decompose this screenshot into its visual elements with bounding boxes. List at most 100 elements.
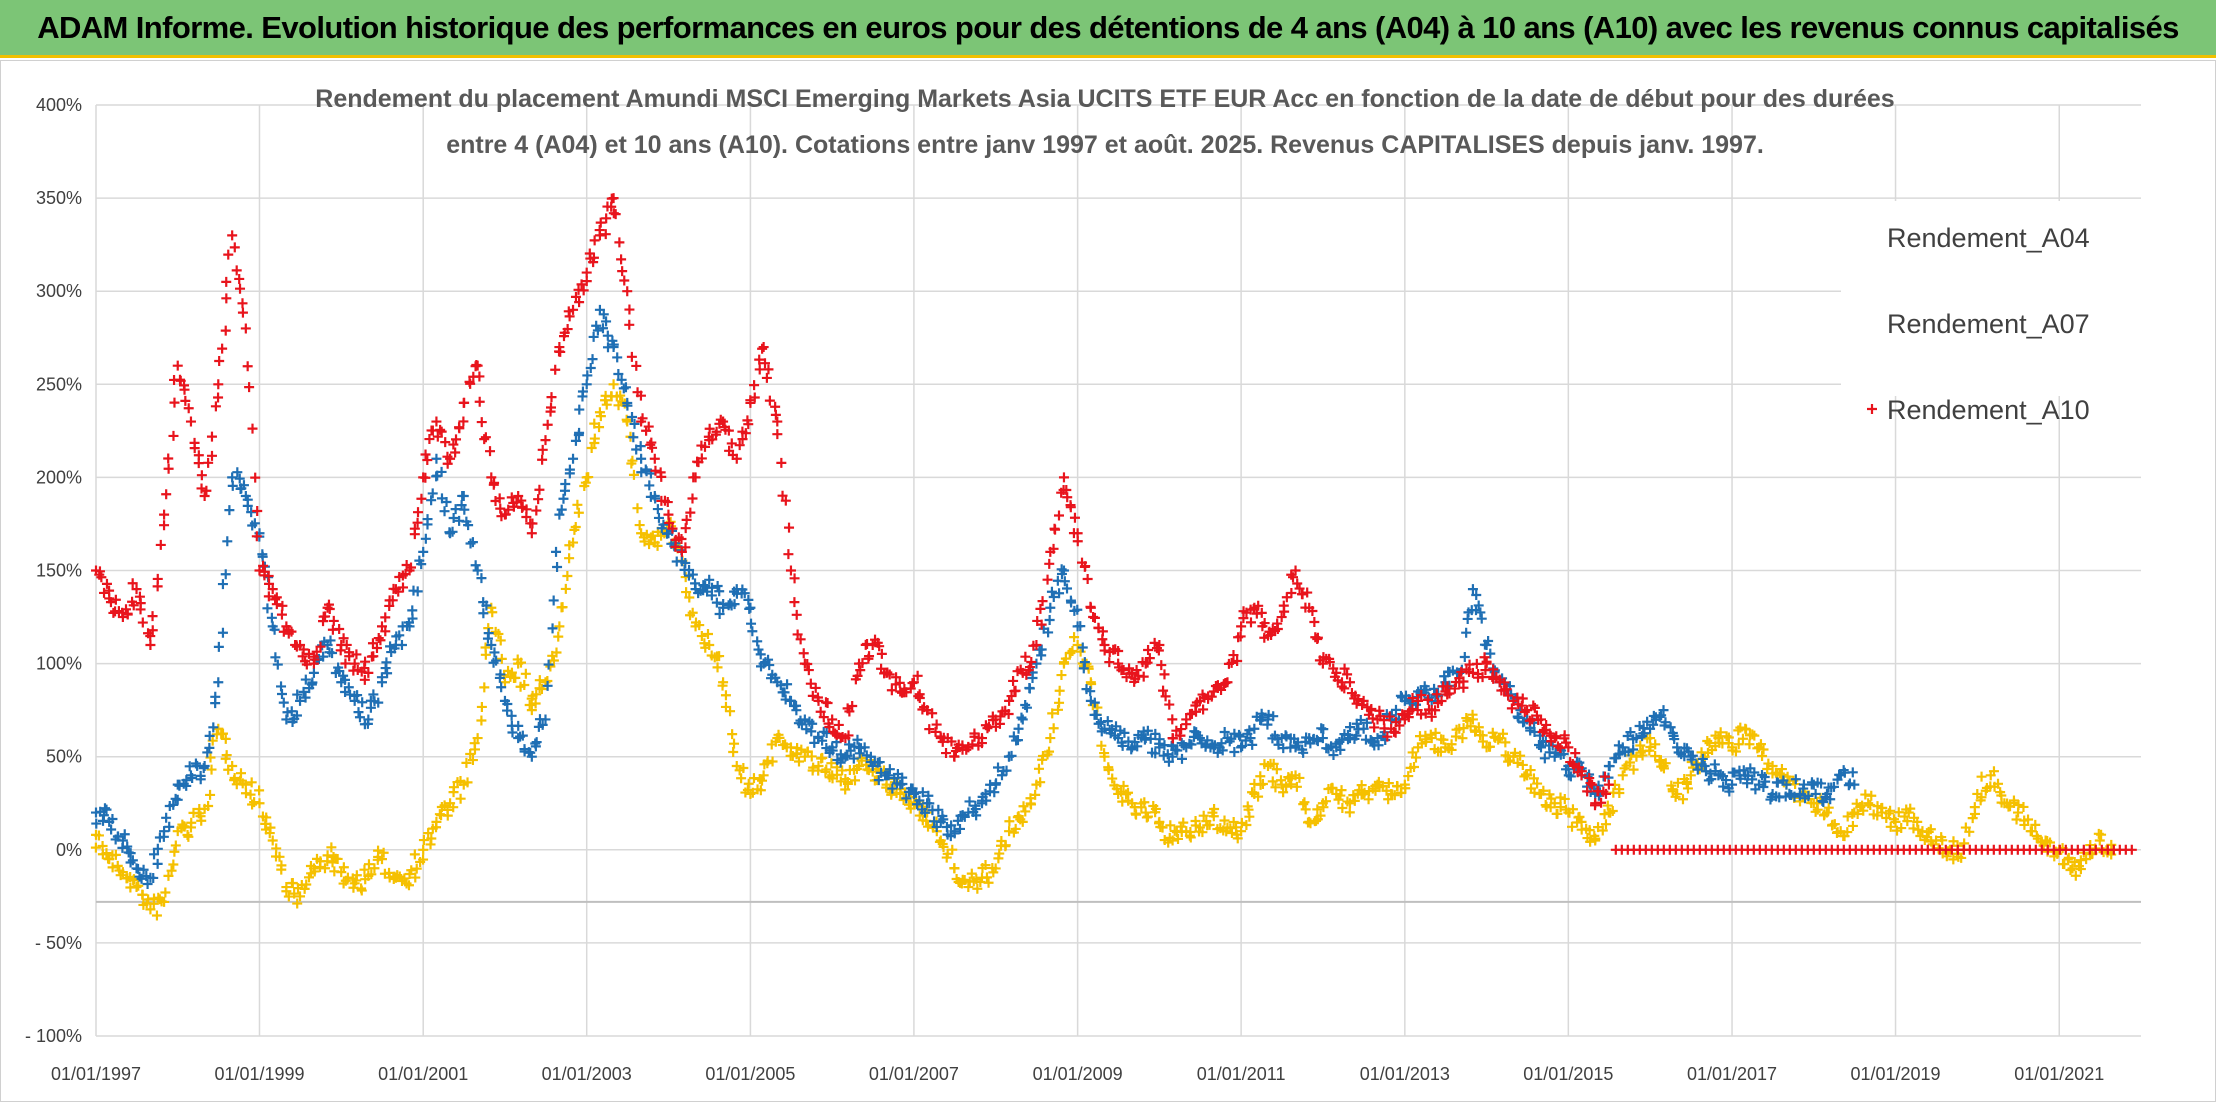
point-rendement-a10 [1585,778,1596,789]
point-rendement-a04 [476,715,487,726]
point-rendement-a10 [108,607,119,618]
point-rendement-a04 [399,873,410,884]
point-rendement-a04 [704,639,715,650]
point-rendement-a04 [418,854,429,865]
point-rendement-a04 [1271,764,1282,775]
point-rendement-a07 [556,504,567,515]
point-rendement-a07 [238,480,249,491]
point-rendement-a07 [1186,739,1197,750]
point-rendement-a07 [161,812,172,823]
point-rendement-a10 [555,346,566,357]
point-rendement-a07 [1012,735,1023,746]
point-rendement-a07 [396,640,407,651]
point-rendement-a07 [874,757,885,768]
point-rendement-a07 [232,467,243,478]
point-rendement-a07 [463,520,474,531]
point-rendement-a04 [1389,790,1400,801]
point-rendement-a10 [723,425,734,436]
point-rendement-a04 [418,835,429,846]
point-rendement-a04 [1018,801,1029,812]
point-rendement-a07 [242,494,253,505]
point-rendement-a04 [1139,797,1150,808]
point-rendement-a10 [1156,660,1167,671]
point-rendement-a04 [831,769,842,780]
point-rendement-a07 [1036,644,1047,655]
x-tick-label: 01/01/1999 [214,1064,304,1084]
point-rendement-a10 [924,724,935,735]
point-rendement-a10 [546,392,557,403]
point-rendement-a10 [159,520,170,531]
point-rendement-a04 [1467,714,1478,725]
point-rendement-a04 [1017,816,1028,827]
point-rendement-a04 [2026,826,2037,837]
point-rendement-a07 [700,581,711,592]
point-rendement-a07 [307,677,318,688]
point-rendement-a10 [1154,639,1165,650]
point-rendement-a07 [1798,783,1809,794]
point-rendement-a07 [897,772,908,783]
point-rendement-a07 [234,473,245,484]
point-rendement-a04 [1438,734,1449,745]
point-rendement-a10 [511,497,522,508]
point-rendement-a10 [789,573,800,584]
point-rendement-a10 [941,748,952,759]
point-rendement-a10 [1080,561,1091,572]
point-rendement-a10 [252,506,263,517]
point-rendement-a07 [448,513,459,524]
point-rendement-a04 [131,882,142,893]
point-rendement-a07 [1345,722,1356,733]
point-rendement-a10 [1501,684,1512,695]
point-rendement-a07 [1021,702,1032,713]
point-rendement-a10 [1503,690,1514,701]
point-rendement-a10 [359,674,370,685]
point-rendement-a07 [1312,736,1323,747]
point-rendement-a10 [480,432,491,443]
point-rendement-a10 [995,711,1006,722]
point-rendement-a07 [295,695,306,706]
point-rendement-a04 [1069,632,1080,643]
point-rendement-a10 [763,364,774,375]
point-rendement-a07 [125,848,136,859]
point-rendement-a10 [784,522,795,533]
point-rendement-a07 [706,590,717,601]
point-rendement-a04 [166,865,177,876]
point-rendement-a10 [1538,724,1549,735]
point-rendement-a10 [852,670,863,681]
point-rendement-a04 [806,751,817,762]
point-rendement-a07 [924,798,935,809]
point-rendement-a10 [180,395,191,406]
point-rendement-a04 [2081,854,2092,865]
point-rendement-a10 [413,507,424,518]
point-rendement-a10 [271,599,282,610]
point-rendement-a10 [589,235,600,246]
point-rendement-a04 [1988,766,1999,777]
point-rendement-a10 [740,428,751,439]
point-rendement-a07 [349,695,360,706]
point-rendement-a04 [536,684,547,695]
point-rendement-a07 [884,764,895,775]
point-rendement-a04 [1512,757,1523,768]
point-rendement-a07 [1665,722,1676,733]
point-rendement-a04 [93,830,104,841]
point-rendement-a07 [1847,767,1858,778]
point-rendement-a07 [1263,709,1274,720]
point-rendement-a10 [503,504,514,515]
point-rendement-a10 [213,392,224,403]
point-rendement-a04 [1410,752,1421,763]
point-rendement-a04 [1590,833,1601,844]
point-rendement-a04 [572,499,583,510]
point-rendement-a10 [240,323,251,334]
point-rendement-a04 [608,379,619,390]
x-tick-label: 01/01/2007 [869,1064,959,1084]
point-rendement-a04 [1045,733,1056,744]
point-rendement-a04 [1167,835,1178,846]
point-rendement-a04 [462,777,473,788]
point-rendement-a10 [472,360,483,371]
point-rendement-a04 [137,889,148,900]
point-rendement-a04 [1056,670,1067,681]
point-rendement-a10 [1549,733,1560,744]
point-rendement-a07 [635,441,646,452]
point-rendement-a10 [1344,677,1355,688]
point-rendement-a10 [1442,681,1453,692]
point-rendement-a04 [1312,804,1323,815]
